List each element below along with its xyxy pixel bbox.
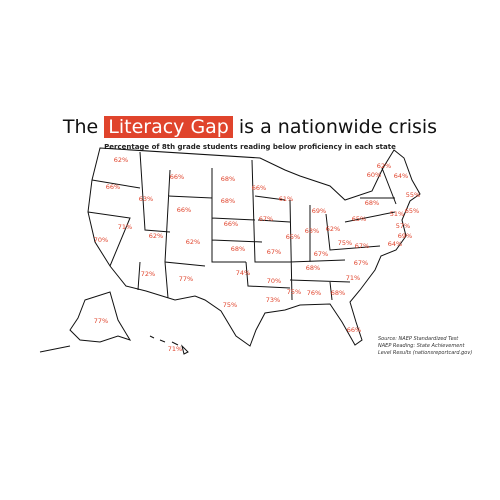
state-label: 62% <box>114 156 128 164</box>
state-label: 66% <box>224 220 238 228</box>
state-lines <box>87 151 397 301</box>
state-label: 71% <box>118 223 132 231</box>
state-label: 74% <box>236 269 250 277</box>
state-label: 69% <box>312 207 326 215</box>
state-label: 57% <box>396 222 410 230</box>
state-label: 63% <box>139 195 153 203</box>
source-line: Source: NAEP Standardized Test <box>378 336 459 342</box>
state-label: 71% <box>168 345 182 353</box>
state-label: 68% <box>365 199 379 207</box>
state-label: 65% <box>286 233 300 241</box>
state-label: 61% <box>279 195 293 203</box>
state-label: 68% <box>231 245 245 253</box>
state-label: 67% <box>314 250 328 258</box>
state-label: 77% <box>94 317 108 325</box>
state-label: 66% <box>106 183 120 191</box>
state-label: 51% <box>390 210 404 218</box>
title-text: is a nationwide crisis <box>238 116 438 138</box>
state-label: 62% <box>377 162 391 170</box>
state-label: 62% <box>149 232 163 240</box>
state-label: 64% <box>394 172 408 180</box>
state-label: 72% <box>141 270 155 278</box>
source: Source: NAEP Standardized Test NAEP Read… <box>378 336 472 357</box>
state-label: 67% <box>354 259 368 267</box>
state-label: 66% <box>177 206 191 214</box>
state-label: 62% <box>326 225 340 233</box>
state-label: 69% <box>398 232 412 240</box>
source-line: Level Results (nationsreportcard.gov) <box>378 350 473 356</box>
state-label: 67% <box>355 242 369 250</box>
state-label: 75% <box>223 301 237 309</box>
subtitle: Percentage of 8th grade students reading… <box>104 143 396 151</box>
us-outline <box>87 147 421 347</box>
state-label: 68% <box>306 264 320 272</box>
state-label: 68% <box>221 197 235 205</box>
state-label: 67% <box>267 248 281 256</box>
hawaii <box>149 335 189 355</box>
state-label: 70% <box>94 236 108 244</box>
title-text: The <box>62 116 99 138</box>
state-label: 68% <box>221 175 235 183</box>
state-label: 75% <box>338 239 352 247</box>
state-label: 65% <box>352 215 366 223</box>
source-line: NAEP Reading: State Achievement <box>378 343 465 349</box>
state-label: 62% <box>186 238 200 246</box>
state-label: 66% <box>252 184 266 192</box>
state-label: 55% <box>406 191 420 199</box>
state-label: 66% <box>170 173 184 181</box>
state-label: 64% <box>388 240 402 248</box>
state-label: 60% <box>367 171 381 179</box>
title: The Literacy Gap is a nationwide crisis <box>0 116 500 138</box>
state-label: 77% <box>179 275 193 283</box>
state-label: 71% <box>346 274 360 282</box>
state-label: 76% <box>307 289 321 297</box>
state-label: 63% <box>305 227 319 235</box>
alaska <box>39 291 132 353</box>
state-label: 70% <box>267 277 281 285</box>
title-highlight: Literacy Gap <box>104 116 233 138</box>
state-label: 75% <box>287 288 301 296</box>
state-label: 66% <box>347 326 361 334</box>
state-label: 73% <box>266 296 280 304</box>
state-label: 65% <box>405 207 419 215</box>
state-label: 67% <box>259 215 273 223</box>
state-label: 68% <box>331 289 345 297</box>
